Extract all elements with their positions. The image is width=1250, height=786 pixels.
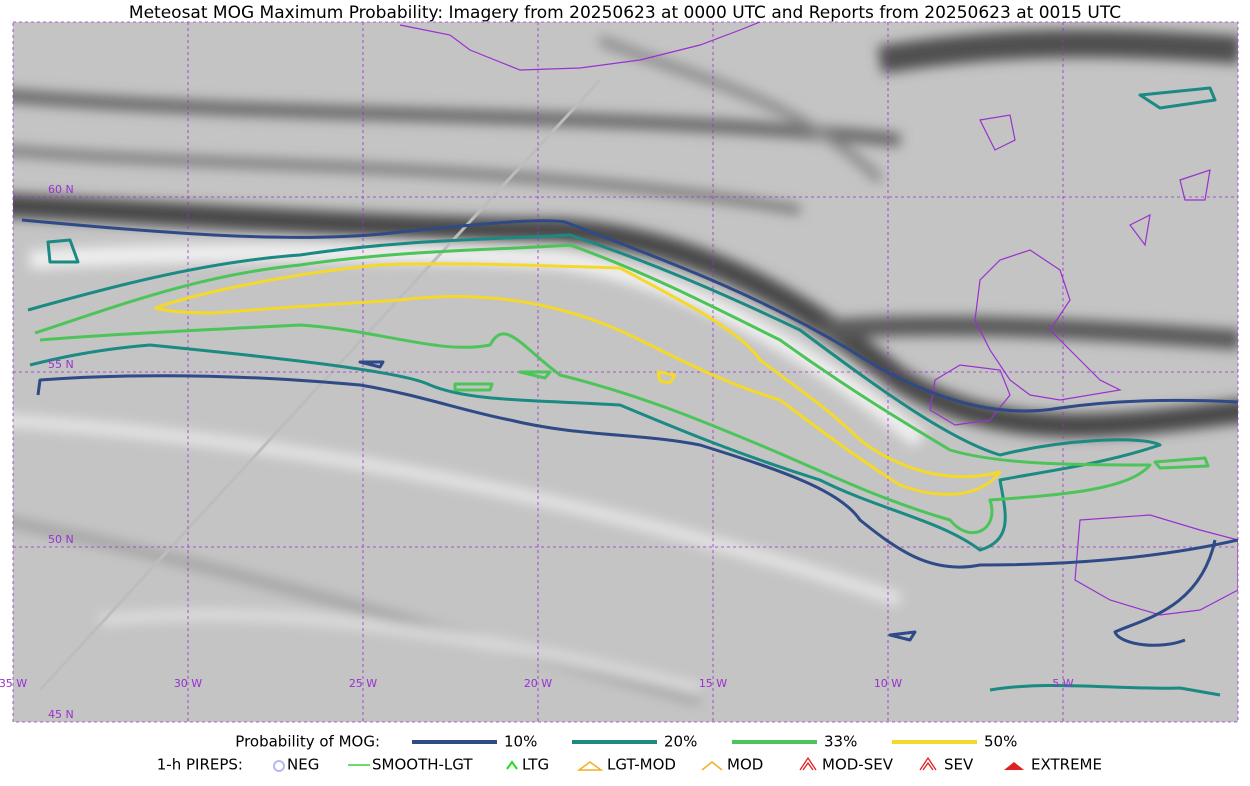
mog-contour [46,238,80,264]
lon-label: 5 W [1052,677,1073,690]
legend-label: SMOOTH-LGT [372,756,473,774]
mog-contour [888,630,917,642]
legend-icon [701,761,723,771]
lon-label: 35 W [0,677,27,690]
lon-label: 10 W [874,677,902,690]
title: Meteosat MOG Maximum Probability: Imager… [129,3,1121,23]
imagery [13,22,1238,722]
mog-contour [154,262,1002,496]
lon-label: 20 W [524,677,552,690]
legend-label: EXTREME [1031,756,1102,774]
mog-contour [21,218,1238,413]
mog-contour [1153,456,1210,470]
mog-contour [453,382,494,392]
legend-title: Probability of MOG: [235,733,380,751]
mog-contour [27,233,1162,552]
legend-label: MOD [727,756,763,774]
legend-label: 50% [984,733,1017,751]
legend-label: 20% [664,733,697,751]
legend-label: 10% [504,733,537,751]
legend-icon [799,756,817,771]
mog-contour [36,374,1238,569]
lat-label: 45 N [48,708,74,721]
legend-icon [273,760,285,772]
map-frame [12,21,1239,723]
legend-label: MOD-SEV [822,756,894,774]
lat-label: 55 N [48,358,74,371]
mog-contour [518,370,552,380]
legend-icon [506,760,518,770]
legend-icon [576,761,604,771]
legend-label: LGT-MOD [607,756,676,774]
mog-contour [34,243,1152,534]
mog-contour [1113,539,1217,647]
mog-contour [1138,86,1217,110]
mog-contour [358,360,385,369]
legend-label: 33% [824,733,857,751]
legend-label: NEG [287,756,319,774]
legend-label: SEV [944,756,974,774]
lon-label: 25 W [349,677,377,690]
lon-label: 15 W [699,677,727,690]
legend-icon [919,756,937,771]
mog-contour [989,683,1221,697]
lat-label: 60 N [48,183,74,196]
legend-title: 1-h PIREPS: [157,756,243,774]
legend-icon [1004,762,1024,770]
lon-label: 30 W [174,677,202,690]
lat-label: 50 N [48,533,74,546]
legend-label: LTG [522,756,549,774]
mog-contour [656,370,677,385]
